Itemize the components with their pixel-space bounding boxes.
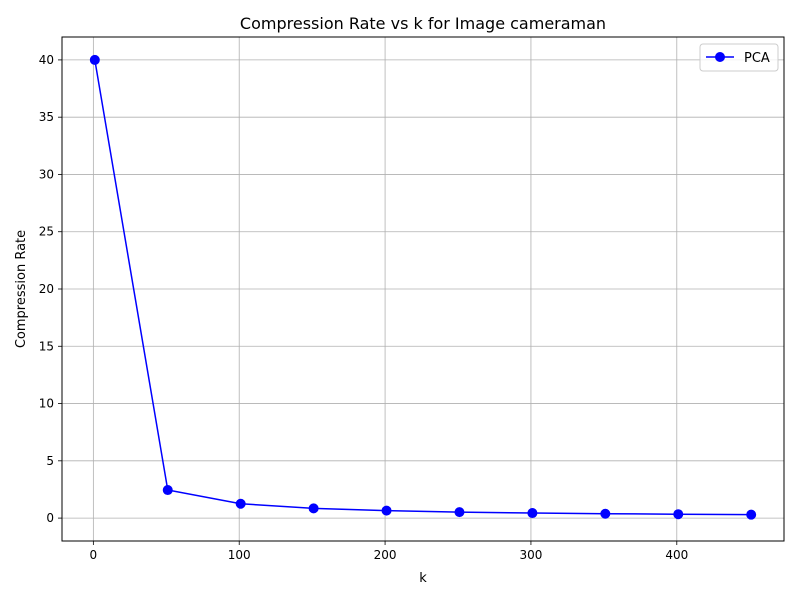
legend: PCA — [699, 43, 779, 72]
x-tick-label: 200 — [374, 548, 397, 562]
x-tick-label: 0 — [90, 548, 98, 562]
y-tick-label: 0 — [46, 511, 54, 525]
data-point — [673, 509, 684, 520]
series-line-pca — [94, 59, 752, 516]
y-axis: 0 5 10 15 20 25 30 35 40 — [39, 53, 62, 525]
y-tick-label: 20 — [39, 282, 54, 296]
data-point — [381, 505, 392, 516]
x-tick-label: 400 — [665, 548, 688, 562]
y-tick-label: 15 — [39, 339, 54, 353]
legend-label-pca: PCA — [744, 51, 770, 66]
y-tick-label: 10 — [39, 397, 54, 411]
data-point — [746, 509, 757, 520]
y-axis-label: Compression Rate — [14, 230, 29, 348]
data-point — [308, 503, 319, 514]
series-area — [89, 54, 757, 520]
legend-box — [699, 43, 779, 72]
y-tick-label: 40 — [39, 53, 54, 67]
y-tick-label: 35 — [39, 110, 54, 124]
grid — [62, 37, 784, 541]
x-tick-label: 300 — [519, 548, 542, 562]
data-point — [89, 54, 100, 65]
chart-title: Compression Rate vs k for Image camerama… — [240, 14, 606, 33]
data-point — [454, 507, 465, 518]
y-tick-label: 30 — [39, 167, 54, 181]
x-tick-label: 100 — [228, 548, 251, 562]
y-tick-label: 25 — [39, 225, 54, 239]
x-axis-label: k — [419, 571, 427, 586]
legend-marker-pca — [715, 52, 725, 62]
data-point — [162, 485, 173, 496]
y-tick-label: 5 — [46, 454, 54, 468]
data-point — [600, 508, 611, 519]
x-axis: 0 100 200 300 400 — [90, 541, 688, 562]
data-point — [235, 498, 246, 509]
data-point — [527, 508, 538, 519]
